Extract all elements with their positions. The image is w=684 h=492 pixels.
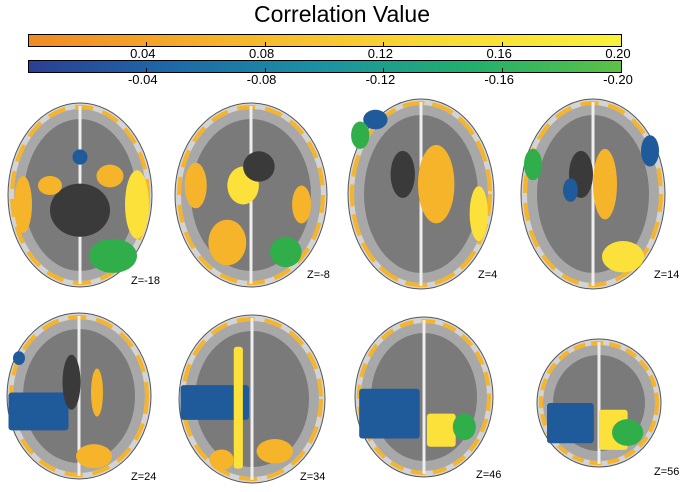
brainstem: [50, 183, 110, 237]
negative-region: [363, 109, 388, 130]
slice-label: Z=-18: [131, 275, 161, 287]
positive-region: [209, 449, 234, 471]
colorbar-tick-label: -0.16: [484, 72, 515, 87]
colorbar-tick: [621, 68, 622, 72]
negative-region: [359, 388, 420, 439]
colorbar-tick: [383, 68, 385, 72]
colorbar-tick: [145, 42, 147, 46]
brain-slice-z-34: [178, 314, 326, 484]
colorbar-tick: [145, 68, 147, 72]
negative-region: [13, 351, 25, 366]
positive-region: [208, 219, 247, 266]
negative-region: [180, 385, 249, 420]
brain-slice-z-46: [354, 316, 494, 478]
negative-colorbar: [28, 60, 622, 73]
positive-region: [426, 413, 456, 447]
positive-region: [184, 162, 207, 209]
positive-region: [91, 368, 103, 417]
negative-region: [452, 413, 476, 441]
colorbar-tick: [502, 68, 504, 72]
deep-structure: [62, 354, 81, 410]
positive-colorbar: [28, 34, 622, 47]
negative-region: [612, 419, 644, 446]
positive-region: [602, 241, 644, 273]
brain-slice-z-56: [536, 338, 662, 468]
slice-label: Z=14: [654, 269, 680, 281]
colorbar-tick-label: 0.20: [605, 46, 631, 61]
slice-label: Z=46: [476, 469, 502, 481]
negative-region: [72, 149, 88, 165]
negative-region: [8, 392, 69, 431]
positive-region: [233, 346, 243, 469]
negative-region: [269, 236, 302, 268]
brain-slice-z-24: [6, 312, 152, 480]
colorbar-tick: [383, 42, 385, 46]
brain-slice-z-neg8: [174, 102, 328, 288]
brain-slice-z-4: [347, 98, 495, 290]
brain-slice-z-neg18: [7, 102, 153, 288]
colorbar-title: Correlation Value: [253, 1, 430, 27]
slice-label: Z=34: [300, 471, 326, 483]
negative-region: [89, 238, 137, 273]
colorbar-tick-label: 0.12: [367, 46, 394, 61]
positive-region: [14, 176, 32, 233]
colorbar-tick-label: 0.04: [130, 46, 156, 61]
colorbar-tick-label: -0.20: [603, 72, 633, 87]
positive-region: [125, 170, 149, 239]
colorbar-tick: [621, 42, 622, 46]
slice-label: Z=4: [478, 269, 498, 281]
colorbar-tick-label: 0.16: [486, 46, 512, 61]
positive-region: [417, 145, 455, 224]
colorbar-tick: [264, 42, 266, 46]
deep-structure: [390, 150, 415, 198]
colorbar-tick-label: -0.08: [246, 72, 277, 87]
positive-region: [38, 176, 62, 195]
positive-region: [76, 444, 112, 469]
positive-region: [469, 186, 488, 242]
brain-slice-z-14: [520, 98, 666, 290]
negative-region: [547, 403, 594, 444]
positive-region: [292, 185, 312, 224]
colorbar-tick-label: 0.08: [248, 46, 275, 61]
slice-label: Z=-8: [307, 269, 330, 281]
colorbar-tick-label: -0.04: [127, 72, 158, 87]
colorbar-tick-label: -0.12: [365, 72, 396, 87]
positive-region: [96, 164, 124, 188]
positive-region: [593, 148, 617, 220]
negative-region: [524, 148, 542, 181]
positive-region: [256, 439, 294, 464]
negative-region: [641, 135, 659, 167]
negative-region: [563, 178, 578, 202]
negative-region: [351, 121, 370, 149]
colorbar-tick: [502, 42, 504, 46]
slice-label: Z=24: [131, 471, 157, 483]
deep-structure: [243, 151, 275, 182]
slice-label: Z=56: [654, 466, 680, 478]
colorbar-tick: [264, 68, 266, 72]
